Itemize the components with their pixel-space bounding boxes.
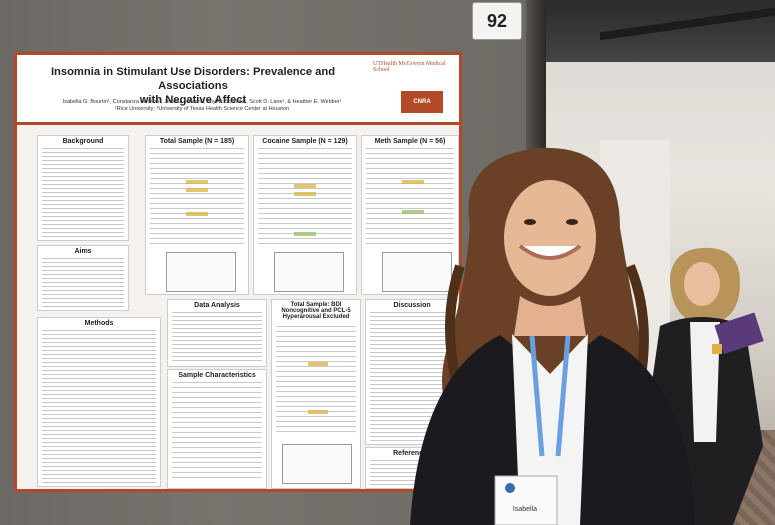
methods-heading: Methods [84, 320, 114, 327]
meth-sample-heading: Meth Sample (N = 56) [374, 138, 446, 145]
sample-characteristics-section: Sample Characteristics [167, 369, 267, 489]
research-poster: Insomnia in Stimulant Use Disorders: Pre… [14, 52, 462, 492]
total-sample-plot [166, 252, 236, 292]
poster-title-line-2: with Negative Affect [139, 94, 247, 106]
total-sample-panel: Total Sample (N = 185) [145, 135, 249, 295]
poster-title: Insomnia in Stimulant Use Disorders: Pre… [23, 65, 363, 107]
data-analysis-section: Data Analysis [167, 299, 267, 367]
background-heading: Background [62, 138, 104, 145]
uthealth-logo: UTHealth McGovern Medical School [373, 61, 446, 73]
main-presenter [410, 147, 695, 525]
bdi-sample-panel: Total Sample: BDI Noncognitive and PCL-5… [271, 299, 361, 489]
booth-number-card: 92 [472, 2, 522, 40]
data-analysis-heading: Data Analysis [194, 302, 240, 309]
references-heading: References [393, 450, 431, 457]
bdi-sample-plot [282, 444, 352, 484]
cocaine-sample-plot [274, 252, 344, 292]
background-section: Background [37, 135, 129, 241]
total-sample-heading: Total Sample (N = 185) [159, 138, 235, 145]
discussion-heading: Discussion [393, 302, 431, 309]
sample-characteristics-heading: Sample Characteristics [178, 372, 256, 379]
bdi-sample-heading: Total Sample: BDI Noncognitive and PCL-5… [281, 302, 351, 320]
aims-heading: Aims [74, 248, 92, 255]
aims-section: Aims [37, 245, 129, 311]
poster-affiliation: ¹Rice University; ¹University of Texas H… [114, 106, 290, 112]
poster-author-list: Isabella G. Bourtin¹, Constanza de Dios¹… [62, 99, 342, 105]
poster-title-line-1: Insomnia in Stimulant Use Disorders: Pre… [50, 66, 336, 92]
poster-header: Insomnia in Stimulant Use Disorders: Pre… [17, 55, 459, 125]
poster-authors: Isabella G. Bourtin¹, Constanza de Dios¹… [37, 99, 367, 113]
cocaine-sample-panel: Cocaine Sample (N = 129) [253, 135, 357, 295]
lanyard-name: Isabella [512, 506, 538, 513]
cnra-logo: CNRA [401, 91, 443, 113]
methods-section: Methods [37, 317, 161, 487]
meth-sample-plot [382, 252, 452, 292]
meth-sample-panel: Meth Sample (N = 56) [361, 135, 459, 295]
cocaine-sample-heading: Cocaine Sample (N = 129) [262, 138, 348, 145]
